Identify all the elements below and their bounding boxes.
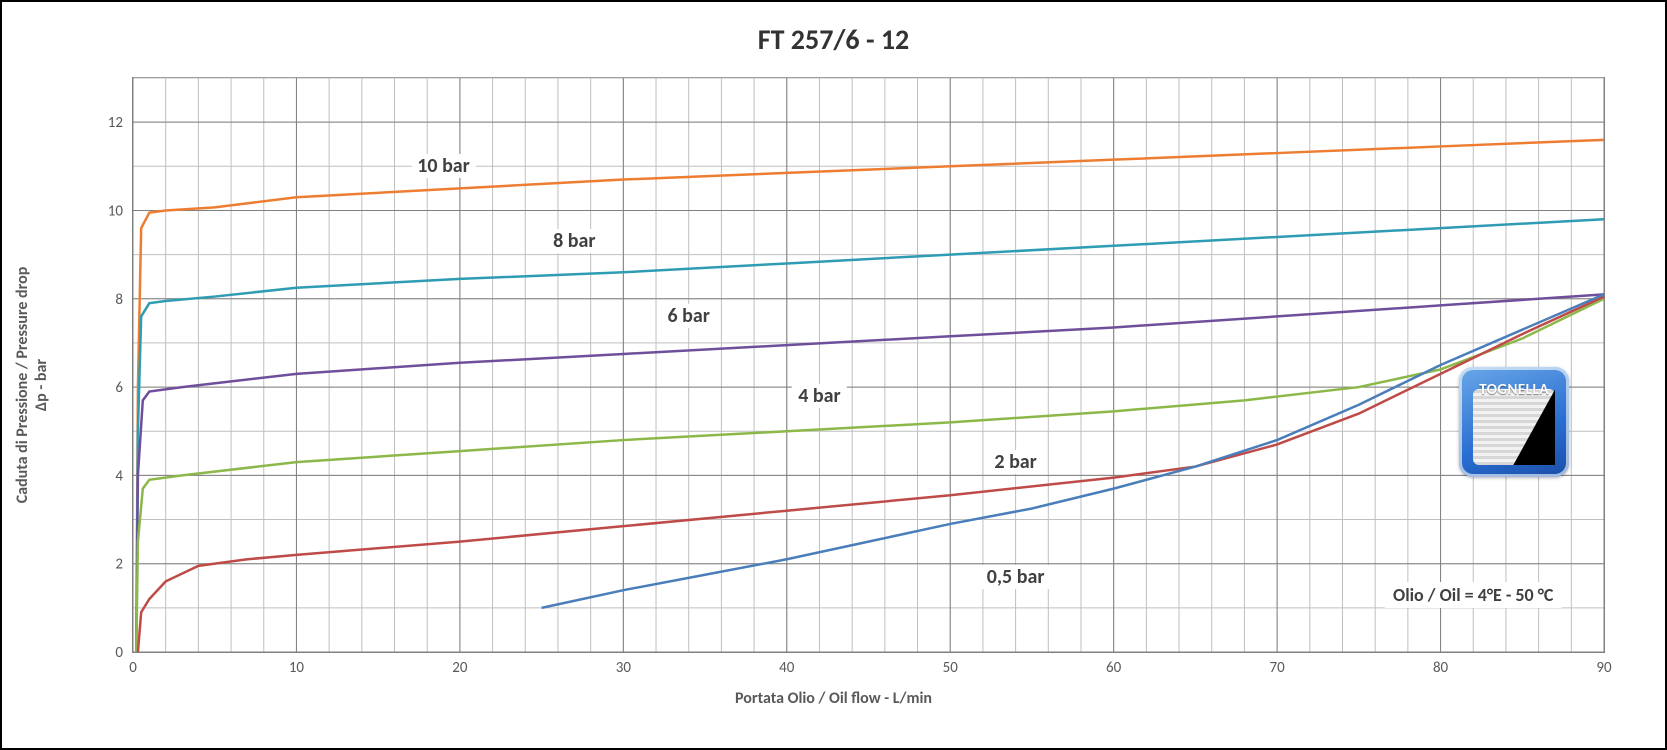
series-label: 8 bar	[547, 229, 601, 253]
plot-region: 0102030405060708090024681012 10 bar 8 bar…	[132, 77, 1605, 653]
brand-logo: TOGNELLA	[1459, 367, 1569, 477]
x-axis-label: Portata Olio / Oil flow - L/min	[735, 689, 932, 708]
series-label: 10 bar	[411, 154, 476, 178]
svg-text:8: 8	[115, 291, 123, 309]
series-label: 2 bar	[988, 450, 1042, 474]
svg-text:80: 80	[1433, 659, 1449, 677]
svg-text:70: 70	[1270, 659, 1286, 677]
svg-text:12: 12	[108, 114, 123, 132]
svg-text:20: 20	[452, 659, 468, 677]
svg-text:10: 10	[289, 659, 305, 677]
svg-text:30: 30	[616, 659, 632, 677]
chart-frame: FT 257/6 - 12 Caduta di Pressione / Pres…	[0, 0, 1667, 750]
svg-text:50: 50	[943, 659, 959, 677]
y-axis-label-line1: Caduta di Pressione / Pressure drop	[13, 267, 32, 504]
svg-text:0: 0	[115, 644, 123, 662]
svg-text:10: 10	[108, 202, 124, 220]
series-label: 0,5 bar	[981, 565, 1051, 589]
chart-title: FT 257/6 - 12	[42, 22, 1625, 57]
svg-text:60: 60	[1106, 659, 1122, 677]
plot-svg: 0102030405060708090024681012	[133, 78, 1604, 652]
series-8-bar	[136, 219, 1604, 652]
svg-text:90: 90	[1596, 659, 1612, 677]
series-10-bar	[136, 140, 1604, 652]
brand-name: TOGNELLA	[1479, 381, 1549, 399]
series-label: 4 bar	[792, 384, 846, 408]
series-label: 6 bar	[662, 304, 716, 328]
svg-text:6: 6	[115, 379, 123, 397]
y-axis-label-line2: Δp - bar	[32, 267, 51, 504]
svg-text:0: 0	[129, 659, 137, 677]
oil-condition-note: Olio / Oil = 4°E - 50 °C	[1385, 582, 1561, 608]
svg-text:40: 40	[779, 659, 795, 677]
svg-text:2: 2	[115, 556, 123, 574]
series-6-bar	[136, 294, 1604, 652]
chart-area: Caduta di Pressione / Pressure drop Δp -…	[42, 67, 1625, 703]
svg-text:4: 4	[115, 467, 123, 485]
series-0-5-bar	[542, 294, 1604, 607]
y-axis-label: Caduta di Pressione / Pressure drop Δp -…	[13, 267, 51, 504]
